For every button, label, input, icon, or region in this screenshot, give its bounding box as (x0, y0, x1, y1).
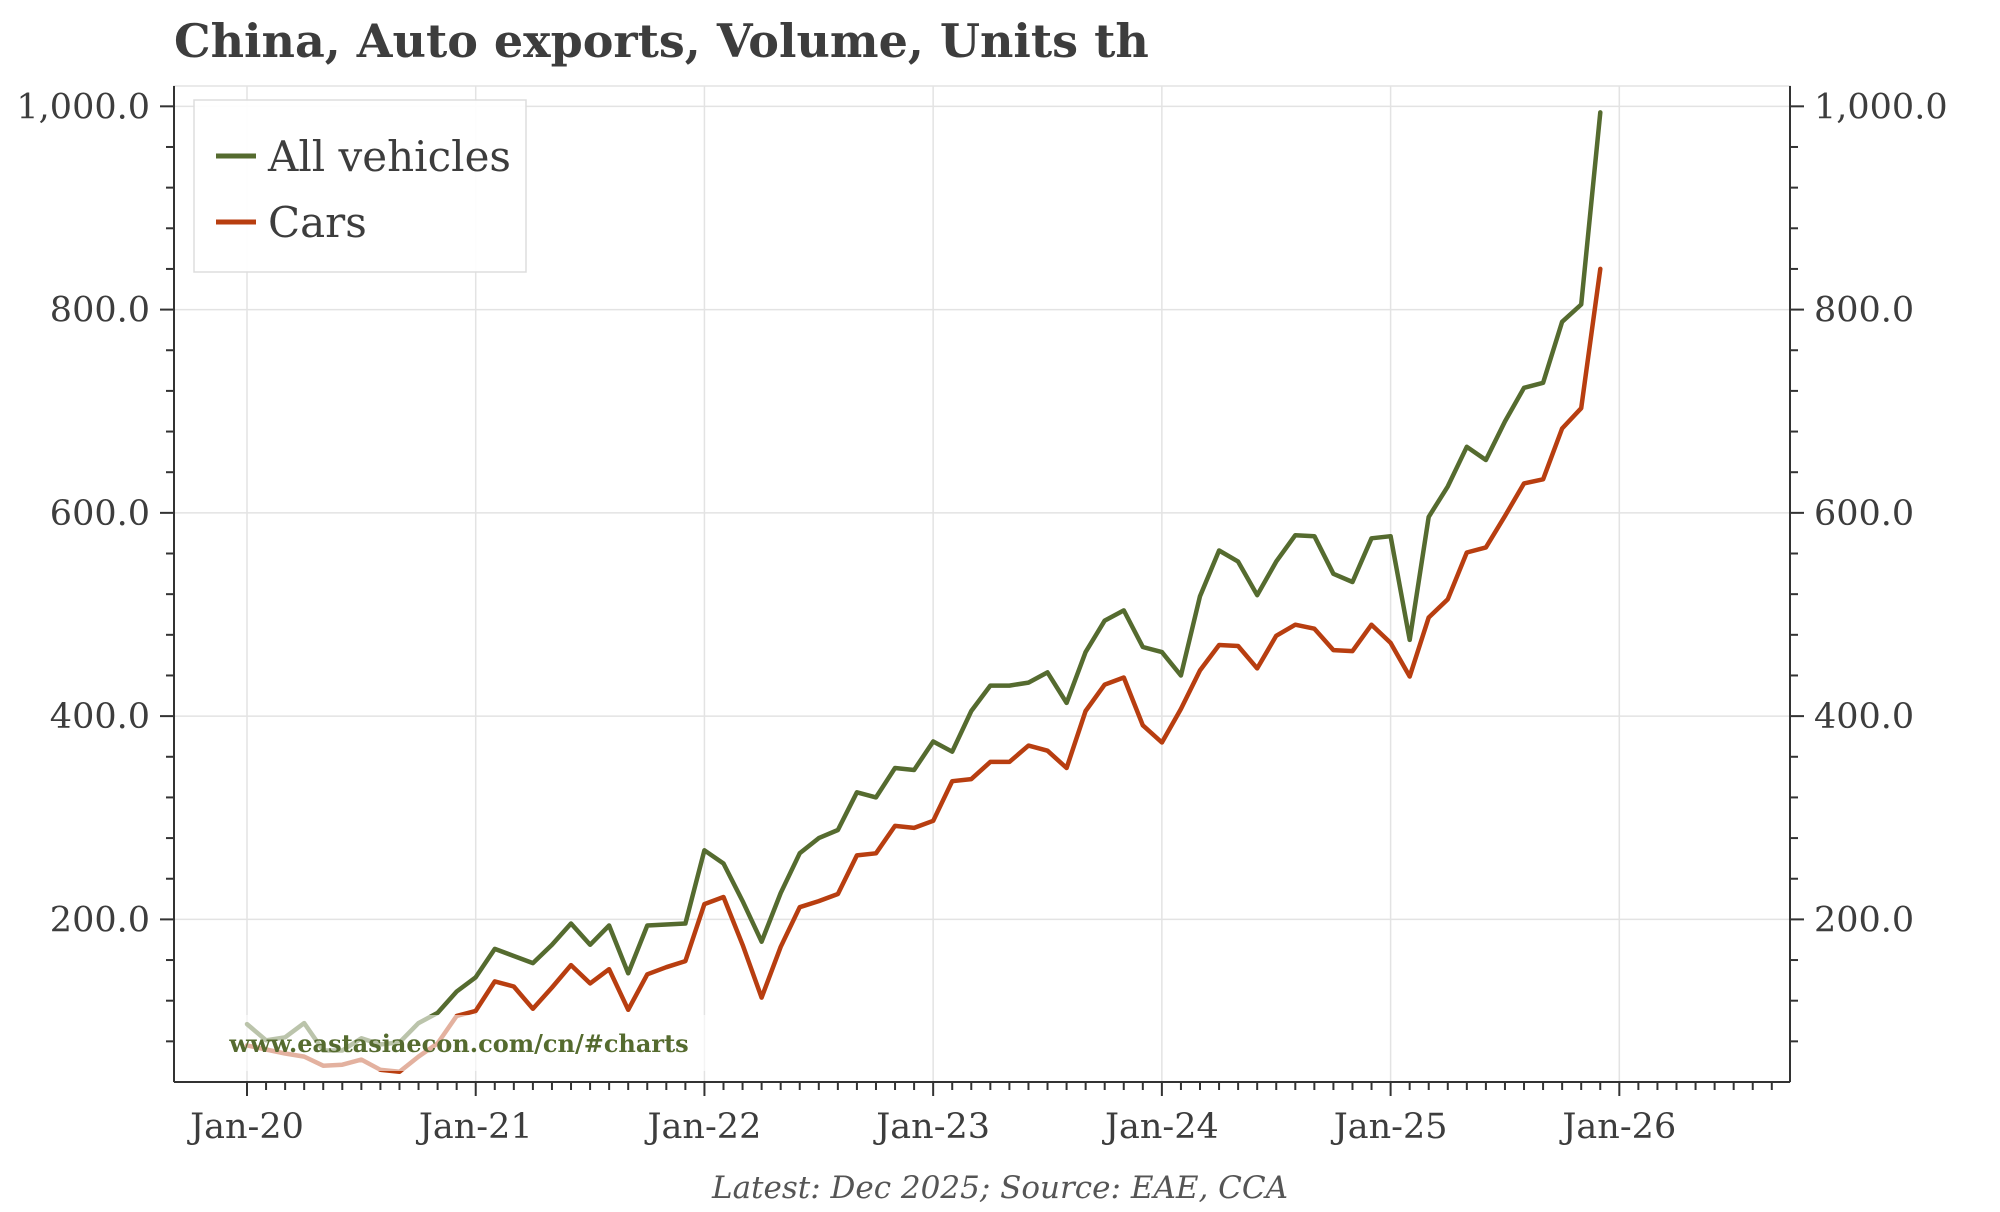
chart-title: China, Auto exports, Volume, Units th (174, 14, 1149, 68)
source-note: Latest: Dec 2025; Source: EAE, CCA (711, 1170, 1288, 1206)
y-tick-label-right: 800.0 (1814, 291, 1914, 331)
y-tick-label-right: 1,000.0 (1814, 87, 1948, 127)
x-tick-label: Jan-24 (1102, 1107, 1219, 1147)
x-tick-label: Jan-25 (1331, 1107, 1448, 1147)
y-tick-label-right: 200.0 (1814, 900, 1914, 940)
watermark-box (186, 1015, 732, 1071)
x-tick-label: Jan-20 (187, 1107, 304, 1147)
x-tick-label: Jan-26 (1559, 1107, 1676, 1147)
legend-label-cars: Cars (268, 198, 367, 247)
y-tick-label-left: 400.0 (50, 697, 150, 737)
x-tick-label: Jan-23 (873, 1107, 990, 1147)
series (244, 110, 1603, 1075)
legend: All vehicles Cars (193, 99, 527, 273)
axes: 200.0 200.0 400.0 400.0 600.0 600.0 800.0 800.0… (16, 86, 1948, 1147)
y-tick-label-left: 600.0 (50, 494, 150, 534)
watermark: www.eastasiaecon.com/cn/#charts (186, 1015, 732, 1071)
y-tick-label-left: 200.0 (50, 900, 150, 940)
watermark-text: www.eastasiaecon.com/cn/#charts (228, 1029, 688, 1058)
x-tick-label: Jan-21 (416, 1107, 533, 1147)
legend-box (193, 99, 527, 273)
grid (173, 85, 1791, 1083)
y-tick-label-left: 800.0 (50, 291, 150, 331)
series-line-cars (244, 266, 1603, 1075)
y-tick-label-right: 600.0 (1814, 494, 1914, 534)
x-tick-label: Jan-22 (645, 1107, 762, 1147)
y-tick-label-right: 400.0 (1814, 697, 1914, 737)
y-tick-label-left: 1,000.0 (16, 87, 150, 127)
legend-label-all-vehicles: All vehicles (267, 132, 511, 181)
series-line-all-vehicles (244, 110, 1603, 1053)
